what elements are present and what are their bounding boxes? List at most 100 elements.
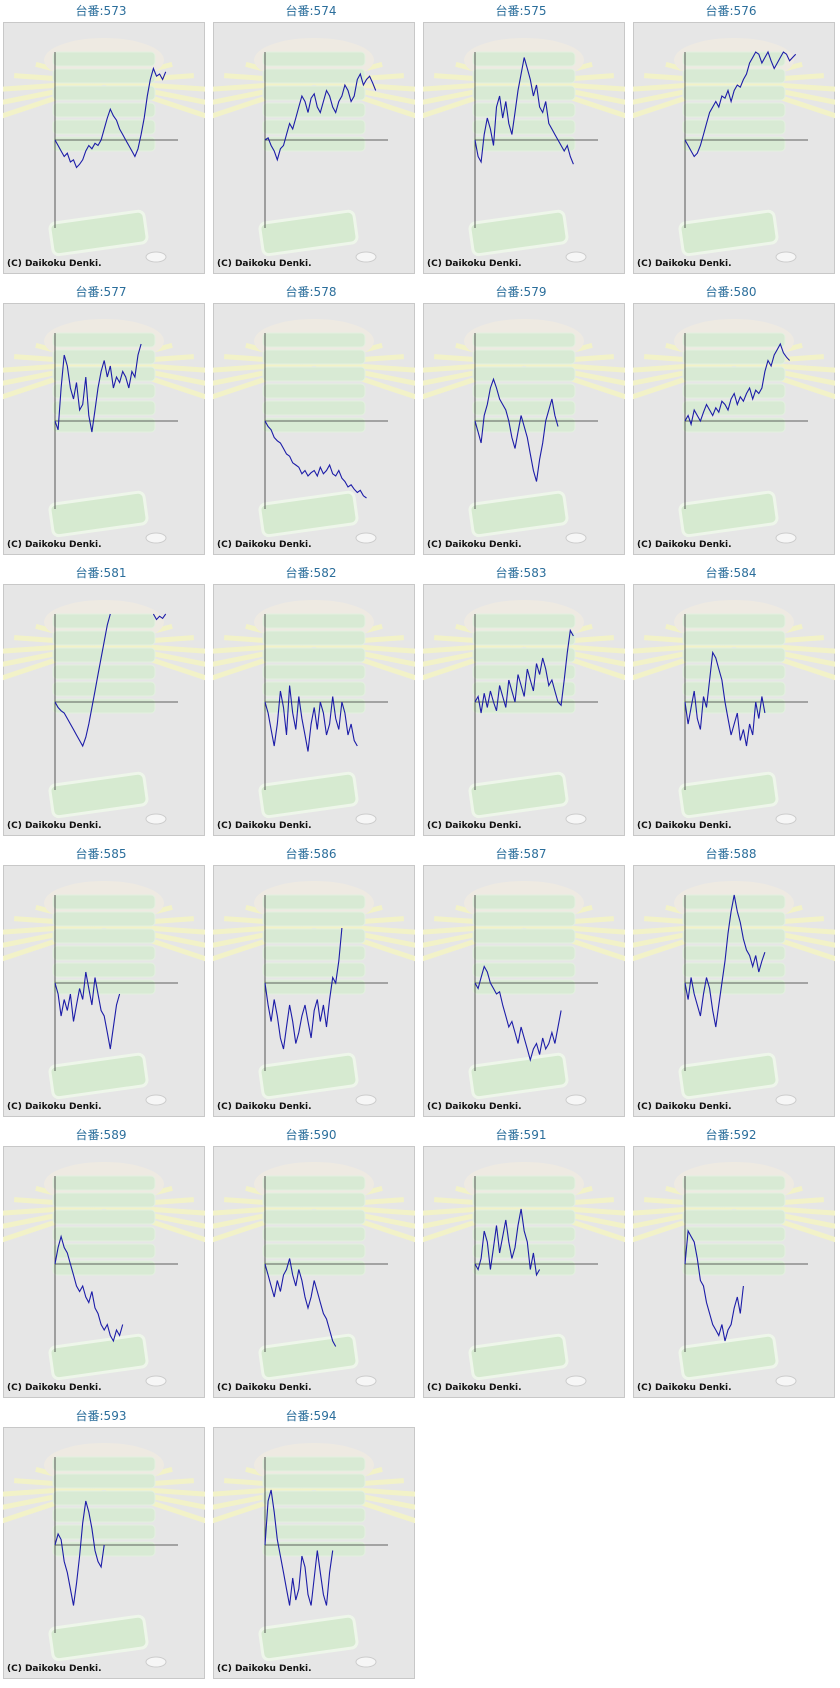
data-line <box>54 613 167 748</box>
deco-block <box>52 1507 156 1523</box>
chart-panel: (C) Daikoku Denki. <box>423 22 625 274</box>
deco-block <box>262 911 366 927</box>
chart-cell: 台番:574 (C) Daikoku Denki. <box>210 0 420 281</box>
deco-block <box>262 1260 366 1276</box>
chart-cell: 台番:576 (C) Daikoku Denki. <box>630 0 840 281</box>
chart-panel: (C) Daikoku Denki. <box>213 584 415 836</box>
deco-block <box>472 698 576 714</box>
data-line <box>264 1489 334 1606</box>
deco-block <box>262 119 366 135</box>
deco-block <box>52 911 156 927</box>
chart-title: 台番:576 <box>705 4 757 18</box>
deco-block <box>262 1524 366 1540</box>
deco-block <box>682 613 786 629</box>
deco-block <box>682 630 786 646</box>
deco-block <box>262 945 366 961</box>
deco-block <box>682 1243 786 1259</box>
chart-panel: (C) Daikoku Denki. <box>3 1427 205 1679</box>
deco-block <box>472 979 576 995</box>
data-line <box>474 57 574 165</box>
deco-block <box>262 681 366 697</box>
deco-block <box>472 647 576 663</box>
deco-block <box>472 945 576 961</box>
data-line <box>264 927 343 1050</box>
chart-panel: (C) Daikoku Denki. <box>423 1146 625 1398</box>
chart-title: 台番:580 <box>705 285 757 299</box>
deco-block <box>682 928 786 944</box>
chart-cell: 台番:579 (C) Daikoku Denki. <box>420 281 630 562</box>
deco-coin <box>565 1094 587 1106</box>
deco-tray <box>48 209 149 257</box>
deco-block <box>52 332 156 348</box>
deco-block <box>262 383 366 399</box>
chart-cell: 台番:583 (C) Daikoku Denki. <box>420 562 630 843</box>
deco-block <box>262 613 366 629</box>
deco-block <box>262 1541 366 1557</box>
deco-tray <box>258 490 359 538</box>
copyright: (C) Daikoku Denki. <box>7 540 102 550</box>
deco-block <box>52 698 156 714</box>
deco-coin <box>775 251 797 263</box>
chart-title: 台番:590 <box>285 1128 337 1142</box>
copyright: (C) Daikoku Denki. <box>7 1383 102 1393</box>
deco-tray <box>48 771 149 819</box>
deco-block <box>52 613 156 629</box>
deco-tray <box>48 1052 149 1100</box>
deco-block <box>472 400 576 416</box>
chart-title: 台番:573 <box>75 4 127 18</box>
deco-block <box>682 1175 786 1191</box>
deco-block <box>472 630 576 646</box>
data-line <box>684 342 791 427</box>
deco-block <box>682 1260 786 1276</box>
chart-title: 台番:582 <box>285 566 337 580</box>
data-line <box>264 72 377 162</box>
chart-title: 台番:575 <box>495 4 547 18</box>
deco-block <box>52 1192 156 1208</box>
deco-block <box>472 102 576 118</box>
chart-cell: 台番:584 (C) Daikoku Denki. <box>630 562 840 843</box>
deco-block <box>472 894 576 910</box>
deco-coin <box>565 532 587 544</box>
deco-block <box>52 366 156 382</box>
chart-title: 台番:589 <box>75 1128 127 1142</box>
deco-block <box>682 136 786 152</box>
deco-block <box>52 664 156 680</box>
chart-panel: (C) Daikoku Denki. <box>3 22 205 274</box>
deco-block <box>52 945 156 961</box>
deco-tray <box>48 490 149 538</box>
deco-coin <box>775 813 797 825</box>
deco-block <box>262 630 366 646</box>
chart-panel: (C) Daikoku Denki. <box>423 303 625 555</box>
deco-coin <box>565 251 587 263</box>
deco-block <box>262 1473 366 1489</box>
copyright: (C) Daikoku Denki. <box>217 821 312 831</box>
chart-panel: (C) Daikoku Denki. <box>423 865 625 1117</box>
deco-block <box>262 68 366 84</box>
deco-block <box>52 1243 156 1259</box>
chart-title: 台番:581 <box>75 566 127 580</box>
deco-block <box>472 136 576 152</box>
deco-tray <box>678 1052 779 1100</box>
chart-cell: 台番:578 (C) Daikoku Denki. <box>210 281 420 562</box>
chart-title: 台番:577 <box>75 285 127 299</box>
chart-cell: 台番:588 (C) Daikoku Denki. <box>630 843 840 1124</box>
deco-block <box>682 911 786 927</box>
deco-block <box>52 894 156 910</box>
data-line <box>54 66 167 169</box>
deco-coin <box>565 813 587 825</box>
deco-tray <box>258 1333 359 1381</box>
deco-block <box>262 366 366 382</box>
deco-block <box>682 68 786 84</box>
chart-cell: 台番:586 (C) Daikoku Denki. <box>210 843 420 1124</box>
deco-block <box>262 1209 366 1225</box>
deco-block <box>262 1507 366 1523</box>
data-line <box>474 377 559 482</box>
deco-block <box>472 1175 576 1191</box>
deco-block <box>52 979 156 995</box>
deco-block <box>262 102 366 118</box>
deco-block <box>472 664 576 680</box>
chart-panel: (C) Daikoku Denki. <box>3 865 205 1117</box>
chart-panel: (C) Daikoku Denki. <box>213 1146 415 1398</box>
chart-title: 台番:579 <box>495 285 547 299</box>
chart-panel: (C) Daikoku Denki. <box>633 584 835 836</box>
